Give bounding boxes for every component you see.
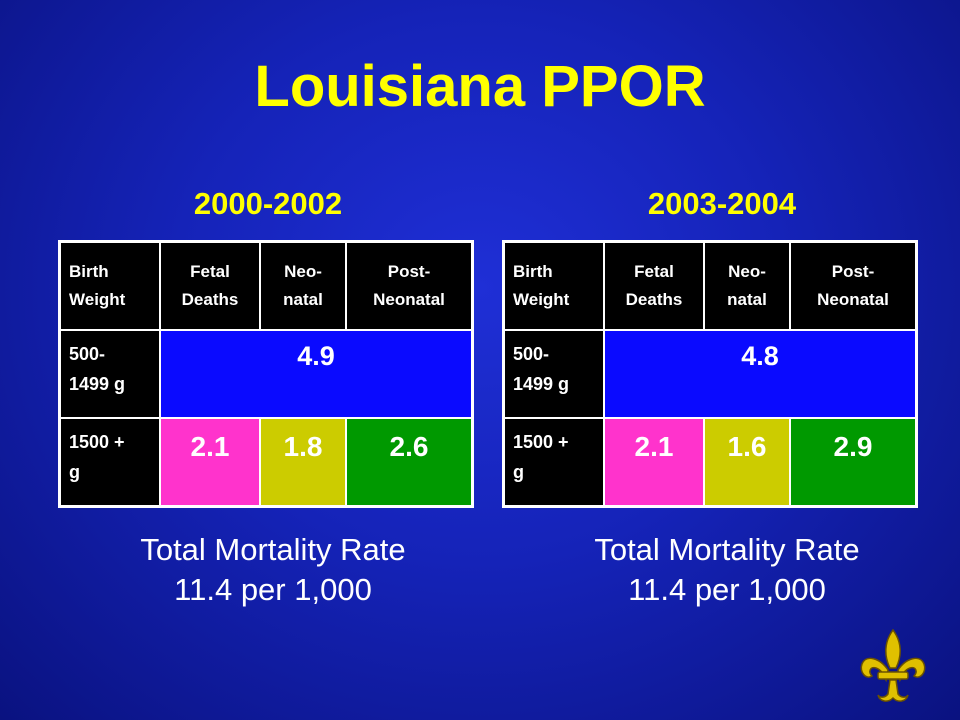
header-text: Deaths: [625, 290, 683, 309]
total-mortality-label: Total Mortality Rate: [140, 532, 406, 567]
header-text: Neo-: [284, 262, 322, 281]
header-text: Birth: [513, 262, 553, 281]
row-label-text: 500-: [69, 344, 106, 364]
header-fetal-deaths: Fetal Deaths: [161, 243, 261, 331]
row-label-500-1499: 500- 1499 g: [505, 331, 605, 419]
neonatal-rate-cell: 1.8: [261, 419, 347, 505]
header-text: natal: [727, 290, 767, 309]
fleur-de-lis-icon: [860, 628, 926, 702]
header-neonatal: Neo-natal: [705, 243, 791, 331]
header-text: Post-: [831, 262, 875, 281]
header-text: Deaths: [181, 290, 239, 309]
period-label-left: 2000-2002: [193, 186, 343, 221]
row-label-text: 500-: [513, 344, 550, 364]
header-text: Birth: [69, 262, 109, 281]
row-label-text: 1499 g: [513, 374, 570, 394]
header-text: Neo-: [728, 262, 766, 281]
ppor-table-left: Birth Weight Fetal Deaths Neo-natal Post- N…: [58, 240, 474, 508]
vlbw-rate-cell: 4.8: [605, 331, 915, 419]
fetal-rate-cell: 2.1: [161, 419, 261, 505]
neonatal-rate-cell: 1.6: [705, 419, 791, 505]
row-label-1500-plus: 1500 + g: [505, 419, 605, 505]
header-text: Neonatal: [817, 290, 889, 309]
header-birth-weight: Birth Weight: [61, 243, 161, 331]
header-text: Post-: [387, 262, 431, 281]
header-text: Weight: [513, 290, 570, 309]
header-fetal-deaths: Fetal Deaths: [605, 243, 705, 331]
row-label-text: 1499 g: [69, 374, 126, 394]
total-mortality-left: Total Mortality Rate 11.4 per 1,000: [73, 530, 473, 610]
header-text: Neonatal: [373, 290, 445, 309]
row-label-text: 1500 +: [69, 432, 125, 452]
post-neonatal-rate-cell: 2.6: [347, 419, 471, 505]
header-post-neonatal: Post- Neonatal: [791, 243, 915, 331]
total-mortality-value: 11.4 per 1,000: [174, 572, 372, 607]
header-post-neonatal: Post- Neonatal: [347, 243, 471, 331]
header-text: natal: [283, 290, 323, 309]
total-mortality-label: Total Mortality Rate: [594, 532, 860, 567]
fetal-rate-cell: 2.1: [605, 419, 705, 505]
slide-title: Louisiana PPOR: [254, 54, 706, 119]
total-mortality-right: Total Mortality Rate 11.4 per 1,000: [527, 530, 927, 610]
header-text: Fetal: [190, 262, 230, 281]
header-text: Fetal: [634, 262, 674, 281]
row-label-text: g: [513, 462, 524, 482]
vlbw-rate-cell: 4.9: [161, 331, 471, 419]
row-label-500-1499: 500- 1499 g: [61, 331, 161, 419]
header-birth-weight: Birth Weight: [505, 243, 605, 331]
header-neonatal: Neo-natal: [261, 243, 347, 331]
post-neonatal-rate-cell: 2.9: [791, 419, 915, 505]
ppor-table-right: Birth Weight Fetal Deaths Neo-natal Post- N…: [502, 240, 918, 508]
total-mortality-value: 11.4 per 1,000: [628, 572, 826, 607]
period-label-right: 2003-2004: [647, 186, 797, 221]
row-label-1500-plus: 1500 + g: [61, 419, 161, 505]
row-label-text: 1500 +: [513, 432, 569, 452]
header-text: Weight: [69, 290, 126, 309]
row-label-text: g: [69, 462, 80, 482]
